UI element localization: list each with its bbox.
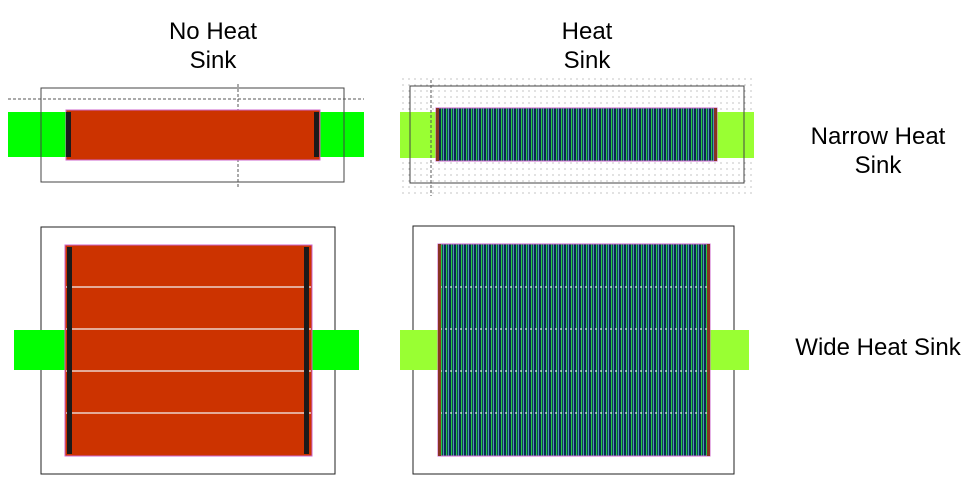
column-label-heat-sink: Heat Sink xyxy=(561,18,613,74)
column-label-no-heat-sink: No Heat Sink xyxy=(168,18,258,74)
row-label-narrow-heat-sink: Narrow Heat Sink xyxy=(810,123,946,179)
gate-left xyxy=(66,112,71,157)
panel-wide-no-heat-sink xyxy=(14,226,359,475)
heat-sink-region xyxy=(435,107,718,162)
edge-right xyxy=(707,244,710,456)
panel-narrow-no-heat-sink xyxy=(8,84,364,187)
panel-narrow-heat-sink xyxy=(400,76,754,196)
heat-sink-region xyxy=(437,243,711,457)
gate-right xyxy=(314,112,319,157)
device-region xyxy=(64,244,313,457)
edge-left xyxy=(436,108,439,161)
gate-left xyxy=(67,247,72,454)
edge-right xyxy=(714,108,717,161)
gate-right xyxy=(304,247,309,454)
device-region xyxy=(65,109,321,161)
panel-wide-heat-sink xyxy=(400,225,749,475)
outer-boundary xyxy=(409,85,745,184)
outer-boundary xyxy=(40,87,345,183)
row-label-wide-heat-sink: Wide Heat Sink xyxy=(795,334,961,361)
edge-left xyxy=(438,244,441,456)
